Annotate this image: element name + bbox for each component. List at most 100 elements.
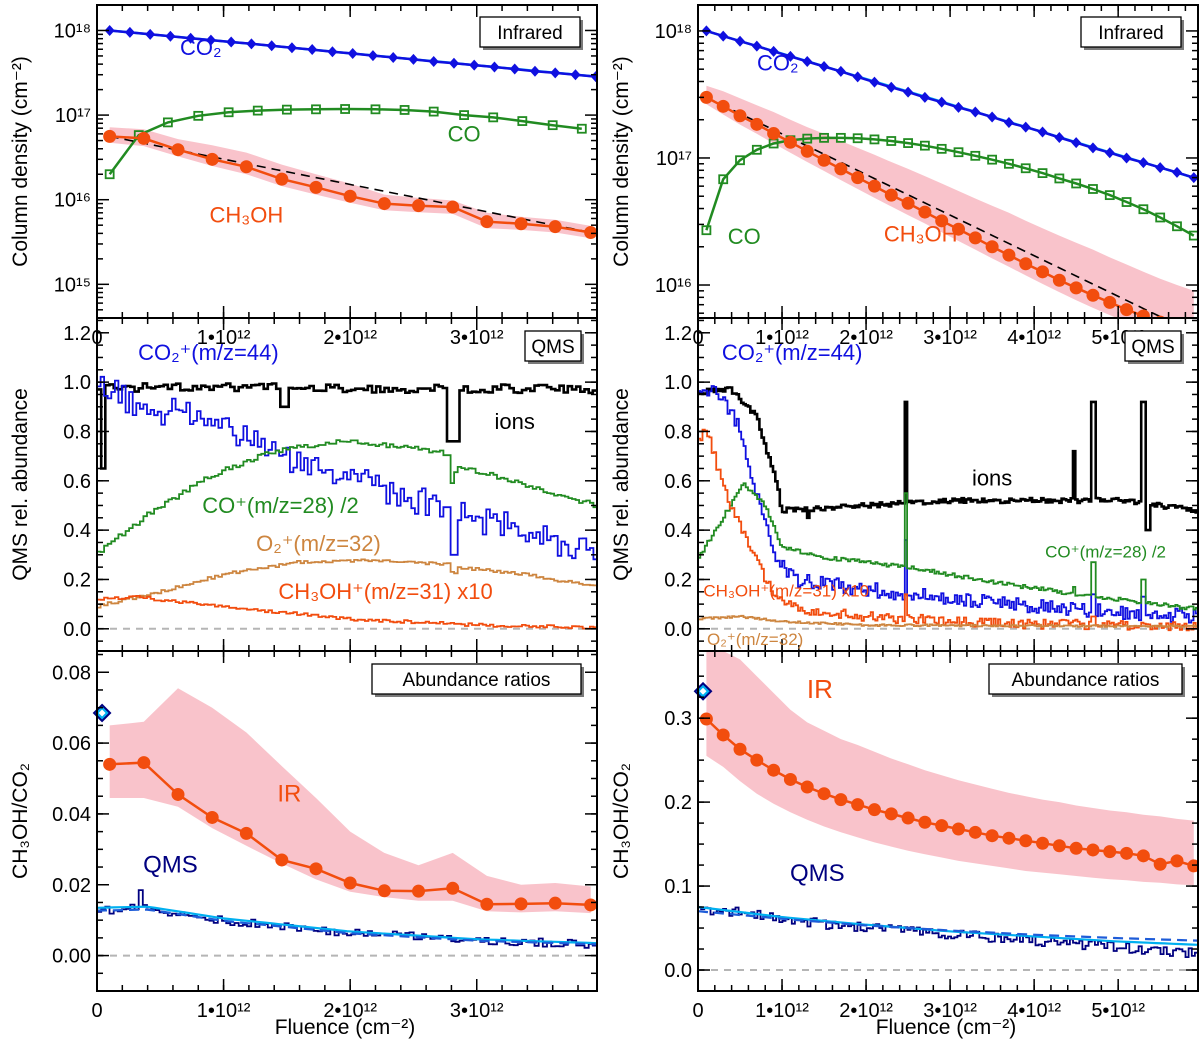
series-label: O₂⁺(m/z=32) xyxy=(256,531,381,556)
data-point xyxy=(802,55,813,67)
data-point xyxy=(903,138,913,148)
step-trace xyxy=(97,439,597,553)
data-point xyxy=(286,42,297,54)
data-point xyxy=(953,101,964,113)
y-tick-label: 0.00 xyxy=(52,946,91,968)
data-point xyxy=(918,815,932,829)
step-trace xyxy=(97,382,597,470)
data-point xyxy=(817,153,831,167)
data-point xyxy=(952,222,966,236)
y-tick-label: 0.6 xyxy=(63,471,91,493)
data-point xyxy=(246,38,257,50)
data-point xyxy=(1054,173,1065,184)
data-point xyxy=(548,896,562,910)
y-tick-label: 0.2 xyxy=(664,792,692,814)
data-point xyxy=(514,217,528,231)
data-point xyxy=(529,65,540,77)
box-label-frame xyxy=(524,330,582,362)
data-point xyxy=(785,50,796,62)
x-tick-label: 2•10¹² xyxy=(839,1000,893,1022)
data-point xyxy=(800,780,814,794)
panel-left-qms: 0.0 0.2 0.4 0.6 0.8 1.0 1.2 QMS rel. abundance Q… xyxy=(9,317,598,652)
data-point xyxy=(1037,168,1048,179)
data-point xyxy=(1120,303,1134,317)
box-label: Infrared xyxy=(1098,23,1163,44)
data-point xyxy=(370,104,381,115)
data-point xyxy=(309,180,323,194)
data-point xyxy=(309,862,323,876)
data-point xyxy=(735,155,745,166)
data-point xyxy=(834,793,848,807)
reference-point-center xyxy=(699,687,707,695)
data-point xyxy=(936,96,947,108)
data-point xyxy=(307,44,318,56)
data-point xyxy=(1121,152,1132,164)
data-point xyxy=(448,57,459,69)
uncertainty-band xyxy=(109,688,591,914)
data-point xyxy=(1104,147,1115,159)
data-point xyxy=(377,884,391,898)
data-point xyxy=(145,28,156,40)
box-label: QMS xyxy=(1131,337,1174,358)
data-point xyxy=(275,172,289,186)
data-point xyxy=(699,90,713,104)
x-tick-label: 3•10¹² xyxy=(923,1000,977,1022)
data-point xyxy=(239,826,253,840)
data-point xyxy=(1170,854,1184,868)
step-trace xyxy=(97,375,597,561)
data-point xyxy=(205,810,219,824)
data-point xyxy=(171,787,185,801)
data-point xyxy=(1088,184,1098,194)
series-line xyxy=(108,107,582,175)
data-point xyxy=(919,140,930,151)
data-point xyxy=(968,825,982,839)
series-label: CH₃OH xyxy=(884,222,958,247)
y-tick-label: 0.2 xyxy=(63,569,91,591)
step-trace xyxy=(698,906,1198,958)
data-point xyxy=(716,99,730,113)
data-point xyxy=(1086,843,1100,857)
x-tick-label: 2•10¹² xyxy=(323,1000,377,1022)
y-tick-label: 0.2 xyxy=(664,569,692,591)
panel-left-ratio: 0.00 0.02 0.04 0.06 0.08 0 1•10¹² 2•10¹² 3•10¹² C… xyxy=(9,650,598,1022)
data-point xyxy=(1153,857,1167,871)
data-point xyxy=(817,787,831,801)
data-point xyxy=(446,881,460,895)
data-point xyxy=(1069,281,1083,295)
x-axis-title-left: Fluence (cm⁻²) xyxy=(275,1016,416,1039)
data-point xyxy=(1036,265,1050,279)
data-point xyxy=(193,110,204,121)
step-trace xyxy=(698,482,1198,611)
data-point xyxy=(275,853,289,867)
data-point xyxy=(718,30,729,42)
panel-right-qms: 0.0 0.2 0.4 0.6 0.8 1.0 1.2 QMS rel. abundance Q… xyxy=(610,317,1199,652)
data-point xyxy=(768,45,779,57)
data-point xyxy=(1155,212,1166,223)
x-tick-label: 1•10¹² xyxy=(755,1000,809,1022)
step-trace xyxy=(698,614,1198,628)
series-label: CH₃OH⁺(m/z=31) x10 xyxy=(278,579,492,604)
data-point xyxy=(1052,273,1066,287)
data-point xyxy=(751,144,762,155)
x-tick-label: 0 xyxy=(91,1000,102,1022)
plot-area xyxy=(97,375,597,630)
data-point xyxy=(205,152,219,166)
box-label: Abundance ratios xyxy=(1012,670,1160,691)
panel-right-ratio: 0.0 0.1 0.2 0.3 0 1•10¹² 2•10¹² 3•10¹² 4•10¹² 5•1… xyxy=(610,650,1199,1022)
y-tick-label: 0.0 xyxy=(664,960,692,982)
data-point xyxy=(446,200,460,214)
x-tick-label: 3•10¹² xyxy=(450,327,504,349)
y-tick-label: 0.8 xyxy=(664,421,692,443)
y-axis-title: Column density (cm⁻²) xyxy=(610,56,633,267)
x-tick-label: 1•10¹² xyxy=(197,1000,251,1022)
data-point xyxy=(488,112,499,123)
data-point xyxy=(834,162,848,176)
data-point xyxy=(851,171,865,185)
data-point xyxy=(1104,190,1115,201)
data-point xyxy=(750,753,764,767)
x-tick-label: 5•10¹² xyxy=(1091,1000,1145,1022)
step-trace xyxy=(698,428,1198,632)
data-point xyxy=(869,76,880,88)
data-point xyxy=(1121,197,1132,207)
data-point xyxy=(1155,162,1166,174)
